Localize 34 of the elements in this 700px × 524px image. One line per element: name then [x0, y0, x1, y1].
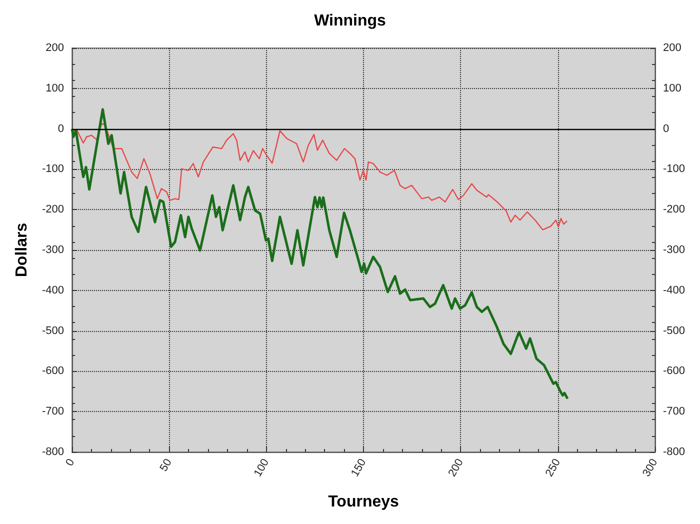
- x-tick-label: 200: [446, 457, 466, 479]
- y-tick-label: 100: [46, 82, 64, 94]
- x-tick-label: 0: [64, 457, 78, 468]
- y2-tick-label: 200: [663, 42, 682, 54]
- y2-tick-label: -800: [663, 446, 686, 458]
- y-tick-label: -600: [42, 365, 64, 378]
- x-tick-label: 250: [543, 457, 564, 479]
- y2-tick-label: -200: [663, 204, 686, 216]
- y-tick-label: 200: [46, 42, 64, 54]
- y2-tick-label: -400: [663, 284, 686, 296]
- y2-tick-label: 0: [663, 122, 670, 135]
- y2-tick-label: -300: [663, 244, 686, 256]
- chart-title: Winnings: [314, 12, 386, 30]
- y2-tick-label: -100: [663, 163, 686, 176]
- line-series: [72, 122, 568, 230]
- y2-tick-label: -700: [663, 406, 686, 418]
- y-tick-label: -300: [42, 244, 64, 256]
- y2-tick-label: 100: [663, 82, 682, 94]
- line-series: [70, 108, 569, 400]
- x-tick-label: 300: [640, 457, 660, 479]
- y-tick-label: -400: [42, 284, 64, 296]
- y-axis-title: Dollars: [14, 222, 30, 278]
- x-tick-label: 100: [252, 457, 272, 479]
- x-tick-label: 50: [158, 457, 174, 474]
- y-tick-label: -200: [42, 204, 64, 216]
- y-tick-label: 0: [58, 122, 64, 135]
- y-tick-label: -500: [42, 324, 64, 337]
- y-tick-label: -700: [42, 406, 64, 418]
- y-tick-label: -100: [42, 163, 64, 176]
- x-tick-label: 150: [349, 457, 369, 479]
- x-axis-title: Tourneys: [328, 494, 400, 510]
- y2-tick-label: -600: [663, 365, 686, 378]
- y-tick-label: -800: [42, 446, 64, 458]
- y2-tick-label: -500: [663, 324, 686, 337]
